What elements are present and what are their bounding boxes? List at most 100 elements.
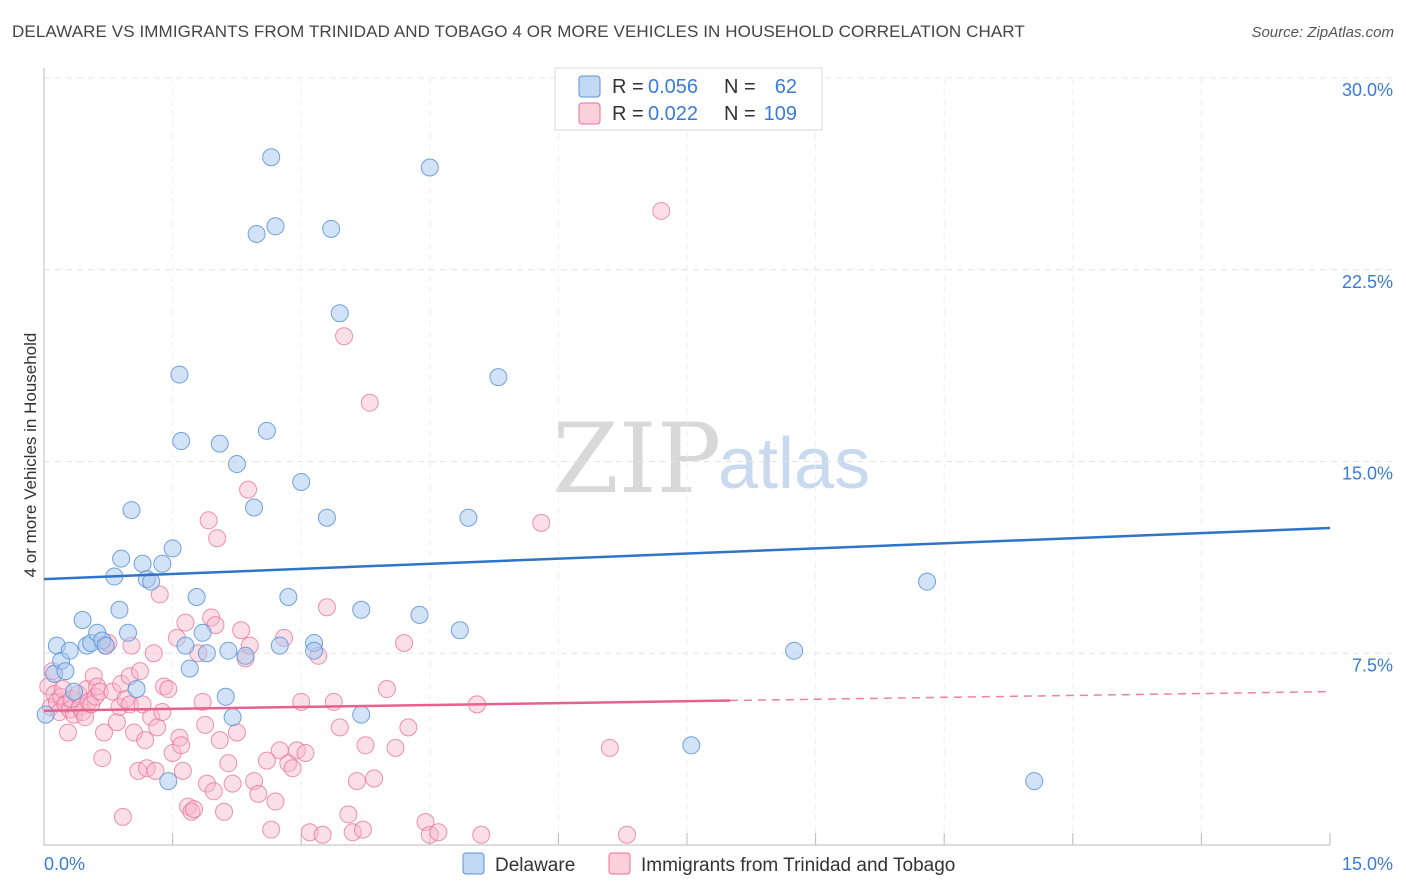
legend: R = 0.056 N = 62 R = 0.022 N = 109: [554, 67, 823, 131]
data-point-delaware: [176, 636, 195, 655]
data-point-delaware: [918, 572, 937, 591]
legend-r-label-trinidad: R =: [612, 103, 644, 125]
data-point-delaware: [159, 772, 178, 791]
data-point-trinidad: [227, 723, 246, 742]
tick-labels: 7.5% 15.0% 22.5% 30.0% 0.0% 15.0%: [44, 80, 1393, 874]
data-point-delaware: [247, 224, 266, 243]
grid: [44, 77, 1392, 845]
data-point-trinidad: [377, 680, 396, 699]
data-point-trinidad: [347, 772, 366, 791]
data-point-delaware: [223, 708, 242, 727]
data-point-delaware: [227, 455, 246, 474]
data-point-trinidad: [90, 682, 109, 701]
legend-r-value-trinidad: 0.022: [648, 103, 698, 125]
data-point-trinidad: [330, 718, 349, 737]
data-point-trinidad: [199, 511, 218, 530]
data-point-delaware: [1025, 772, 1044, 791]
data-point-trinidad: [204, 782, 223, 801]
data-point-trinidad: [136, 731, 155, 750]
data-point-trinidad: [296, 743, 315, 762]
data-point-trinidad: [215, 802, 234, 821]
data-point-delaware: [96, 636, 115, 655]
data-point-delaware: [262, 148, 281, 167]
bottom-legend: Delaware Immigrants from Trinidad and To…: [462, 852, 955, 876]
y-tick-label: 22.5%: [1342, 272, 1393, 292]
data-point-delaware: [170, 365, 189, 384]
bottom-legend-swatch-delaware: [462, 852, 485, 875]
data-point-trinidad: [59, 723, 78, 742]
series-delaware-points: [36, 148, 1044, 791]
data-point-trinidad: [182, 802, 201, 821]
data-point-trinidad: [148, 718, 167, 737]
legend-n-value-trinidad: 109: [764, 103, 797, 125]
data-point-trinidad: [84, 667, 103, 686]
data-point-delaware: [65, 682, 84, 701]
bottom-legend-label-trinidad: Immigrants from Trinidad and Tobago: [641, 855, 955, 876]
data-point-delaware: [122, 501, 141, 520]
data-point-delaware: [322, 219, 341, 238]
data-point-trinidad: [365, 769, 384, 788]
data-point-trinidad: [360, 393, 379, 412]
data-point-delaware: [450, 621, 469, 640]
data-point-delaware: [133, 554, 152, 573]
data-point-delaware: [219, 641, 238, 660]
watermark-zip: ZIP: [552, 403, 721, 515]
data-point-trinidad: [313, 825, 332, 844]
data-point-trinidad: [150, 585, 169, 604]
data-point-trinidad: [283, 759, 302, 778]
data-point-trinidad: [210, 731, 229, 750]
data-point-delaware: [193, 623, 212, 642]
data-point-trinidad: [266, 792, 285, 811]
data-point-delaware: [180, 659, 199, 678]
data-point-trinidad: [617, 825, 636, 844]
data-point-delaware: [489, 368, 508, 387]
x-tick-label: 15.0%: [1342, 854, 1393, 874]
data-point-trinidad: [153, 703, 172, 722]
data-point-delaware: [330, 304, 349, 323]
data-point-trinidad: [353, 820, 372, 839]
data-point-delaware: [142, 572, 161, 591]
data-point-trinidad: [600, 738, 619, 757]
data-point-delaware: [305, 641, 324, 660]
data-point-delaware: [236, 646, 255, 665]
data-point-trinidad: [208, 529, 227, 548]
data-point-trinidad: [196, 715, 215, 734]
data-point-delaware: [153, 554, 172, 573]
data-point-delaware: [279, 588, 298, 607]
data-point-trinidad: [343, 823, 362, 842]
legend-n-label-delaware: N =: [724, 76, 756, 98]
data-point-trinidad: [146, 761, 165, 780]
data-point-delaware: [60, 641, 79, 660]
data-point-trinidad: [335, 327, 354, 346]
data-point-delaware: [216, 687, 235, 706]
x-tick-label: 0.0%: [44, 854, 85, 874]
data-point-trinidad: [173, 761, 192, 780]
data-point-trinidad: [131, 662, 150, 681]
data-point-trinidad: [107, 713, 126, 732]
data-point-delaware: [112, 549, 131, 568]
data-point-delaware: [197, 644, 216, 663]
data-point-trinidad: [172, 736, 191, 755]
data-point-trinidad: [257, 751, 276, 770]
y-tick-label: 30.0%: [1342, 80, 1393, 100]
data-point-trinidad: [472, 825, 491, 844]
data-point-trinidad: [197, 774, 216, 793]
data-point-trinidad: [170, 728, 189, 747]
data-point-delaware: [119, 623, 138, 642]
source-label: Source: ZipAtlas.com: [1251, 24, 1394, 41]
data-point-trinidad: [219, 754, 238, 773]
y-tick-label: 7.5%: [1352, 655, 1393, 675]
data-point-delaware: [73, 611, 92, 630]
legend-n-label-trinidad: N =: [724, 103, 756, 125]
data-point-trinidad: [93, 749, 112, 768]
trend-line-delaware: [43, 526, 1331, 581]
data-point-trinidad: [429, 823, 448, 842]
data-point-delaware: [420, 158, 439, 177]
data-point-trinidad: [356, 736, 375, 755]
data-point-delaware: [410, 605, 429, 624]
data-point-delaware: [56, 662, 75, 681]
data-point-delaware: [245, 498, 264, 517]
data-point-trinidad: [113, 807, 132, 826]
data-point-trinidad: [159, 680, 178, 699]
